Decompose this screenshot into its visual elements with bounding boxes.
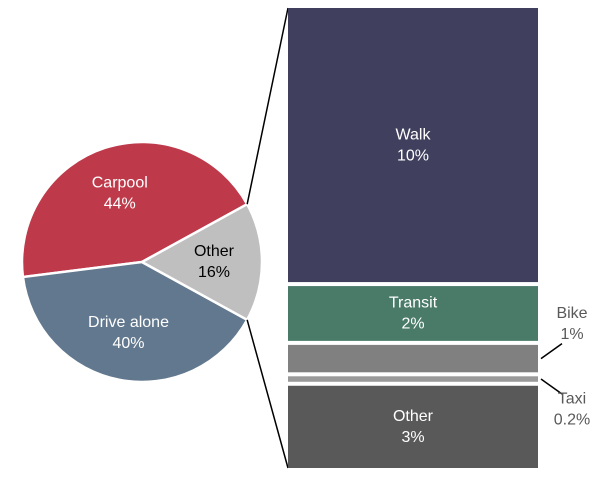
slice-value: 44% [104, 196, 136, 213]
outside-label: Taxi [558, 390, 586, 407]
connector [246, 7, 289, 205]
bar-segment [288, 286, 538, 341]
slice-value: 16% [198, 264, 230, 281]
bar-segment [288, 344, 538, 373]
pie-slice [139, 202, 264, 322]
bar-segment [288, 385, 538, 468]
pie-slice [20, 140, 249, 279]
segment-label: Other [393, 408, 434, 425]
segment-value: 10% [397, 147, 429, 164]
leader-line [540, 342, 563, 360]
outside-value: 1% [560, 326, 583, 343]
segment-label: Transit [389, 295, 438, 312]
bar-segment [288, 376, 538, 382]
leader-line [540, 378, 563, 395]
slice-value: 40% [112, 335, 144, 352]
connector [246, 319, 289, 469]
slice-label: Carpool [92, 175, 148, 192]
bar-segment [288, 8, 538, 283]
slice-label: Drive alone [88, 314, 169, 331]
segment-label: Walk [396, 126, 432, 143]
segment-value: 3% [401, 429, 424, 446]
slice-label: Other [194, 243, 235, 260]
outside-value: 0.2% [554, 411, 590, 428]
segment-value: 2% [401, 316, 424, 333]
outside-label: Bike [556, 305, 587, 322]
pie-slice [21, 260, 249, 384]
